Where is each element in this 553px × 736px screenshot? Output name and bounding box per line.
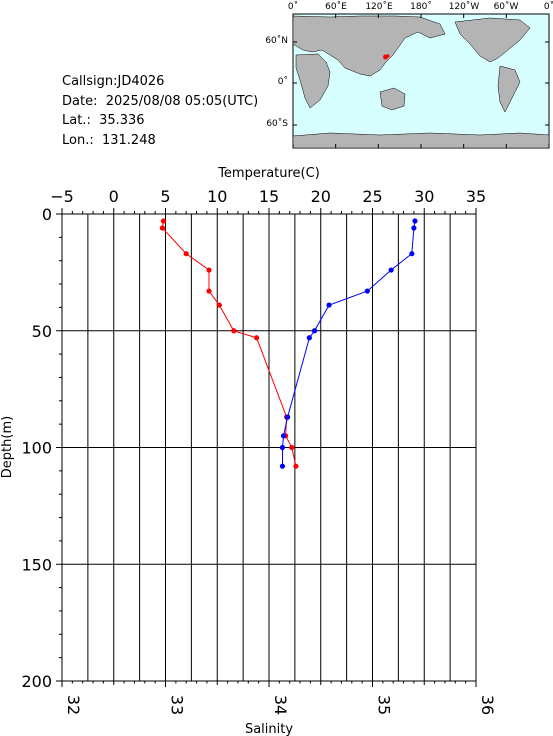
temperature-tick-label: 15	[259, 187, 279, 206]
temperature-tick-label: 10	[207, 187, 227, 206]
depth-tick-label: 50	[32, 322, 52, 341]
depth-tick-label: 150	[21, 555, 52, 574]
series-layer	[159, 218, 418, 469]
temperature-profile-line	[161, 220, 297, 467]
salinity-point	[388, 267, 394, 273]
salinity-tick-label: 36	[478, 695, 497, 715]
temperature-point	[206, 288, 212, 294]
salinity-point	[412, 218, 418, 224]
temperature-point	[216, 302, 222, 308]
salinity-point	[409, 251, 415, 257]
temperature-tick-label: 0	[109, 187, 119, 206]
temperature-point	[206, 267, 212, 273]
salinity-point	[279, 444, 286, 451]
depth-tick-label: 0	[42, 205, 52, 224]
salinity-tick-label: 33	[168, 695, 187, 715]
depth-tick-label: 200	[21, 672, 52, 691]
depth-axis: 0 50 100 150 200	[21, 205, 62, 691]
depth-axis-label: Depth(m)	[0, 416, 15, 478]
salinity-point	[285, 414, 291, 420]
temperature-tick-label: 20	[311, 187, 331, 206]
temperature-axis: −5 0 5 10 15 20 25 30 35	[50, 187, 486, 214]
salinity-axis-label: Salinity	[245, 722, 293, 736]
salinity-profile-line	[282, 220, 416, 467]
latitude-text: Lat.: 35.336	[62, 113, 145, 128]
station-info: Callsign:JD4026 Date: 2025/08/08 05:05(U…	[62, 72, 258, 150]
longitude-text: Lon.: 131.248	[62, 132, 156, 148]
temperature-point	[159, 225, 165, 231]
salinity-point	[306, 335, 312, 341]
salinity-point	[411, 225, 417, 231]
callsign-text: Callsign:JD4026	[62, 74, 165, 89]
salinity-point	[311, 328, 318, 334]
temperature-tick-label: 35	[466, 187, 486, 206]
temperature-point	[160, 218, 167, 224]
date-text: Date: 2025/08/08 05:05(UTC)	[62, 93, 259, 109]
salinity-point	[326, 302, 332, 308]
salinity-tick-label: 35	[375, 695, 394, 715]
temperature-point	[293, 463, 299, 469]
salinity-point	[280, 433, 287, 439]
temperature-point	[253, 335, 260, 341]
salinity-axis: 32 33 34 35 36	[61, 681, 497, 715]
temperature-axis-label: Temperature(C)	[217, 166, 320, 181]
temperature-point	[231, 328, 237, 334]
temperature-tick-label: 25	[362, 187, 382, 206]
temperature-tick-label: 5	[160, 187, 170, 206]
salinity-tick-label: 34	[271, 695, 290, 715]
salinity-tick-label: 32	[64, 695, 83, 715]
temperature-tick-label: −5	[50, 187, 74, 206]
salinity-point	[279, 463, 286, 469]
salinity-point	[364, 288, 370, 294]
temperature-tick-label: 30	[414, 187, 434, 206]
chart-grid	[61, 214, 477, 681]
depth-tick-label: 100	[21, 439, 52, 458]
temperature-point	[289, 444, 295, 451]
temperature-point	[183, 251, 189, 257]
